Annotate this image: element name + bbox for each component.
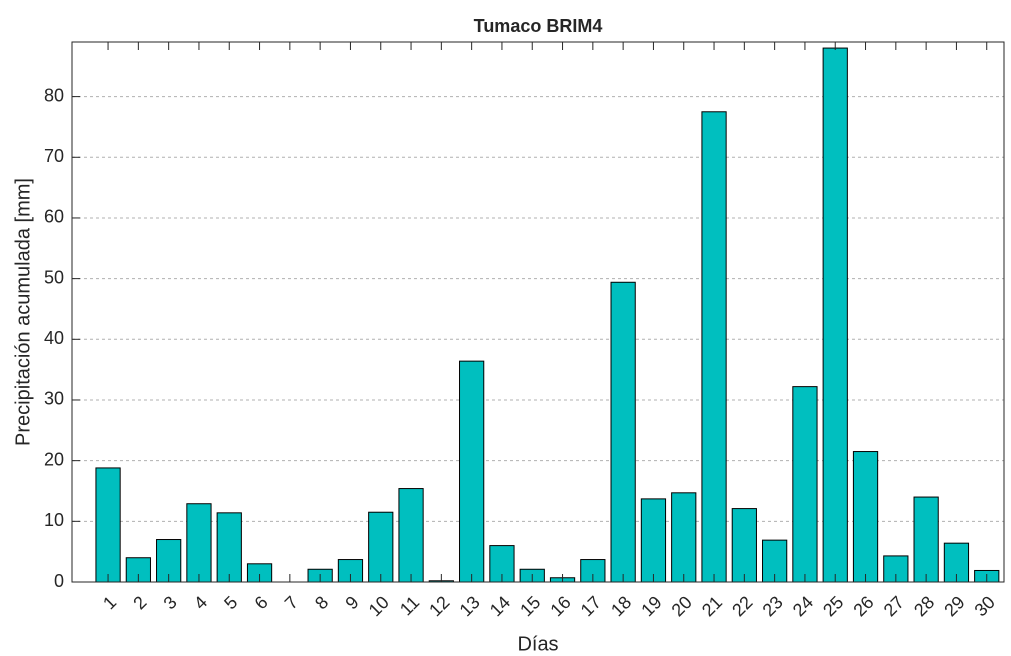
x-tick-label: 11 [396,592,423,619]
x-tick-label: 13 [456,592,484,620]
x-tick-label: 30 [971,592,999,620]
y-tick-label: 20 [44,449,64,469]
chart-title: Tumaco BRIM4 [474,16,603,36]
x-tick-label: 9 [341,592,362,613]
x-tick-label: 27 [880,592,908,620]
bar [186,503,212,583]
y-tick-label: 30 [44,389,64,409]
x-tick-label: 12 [425,592,453,620]
x-tick-label: 24 [789,592,817,620]
x-tick-label: 29 [940,592,968,620]
bar [610,281,636,583]
x-tick-label: 21 [698,592,726,620]
bar [368,511,394,583]
bar [701,111,727,583]
bar [640,498,667,583]
y-tick-label: 80 [44,85,64,105]
bar [852,451,879,583]
y-axis-label: Precipitación acumulada [mm] [12,178,34,446]
x-tick-label: 23 [759,592,787,620]
x-tick-label: 7 [281,592,302,613]
bar [216,512,242,583]
bar [731,508,757,583]
y-tick-label: 50 [44,267,64,287]
x-axis-label: Días [517,633,558,655]
x-tick-label: 26 [849,592,877,620]
bar [95,467,121,583]
y-tick-label: 0 [54,571,64,591]
x-tick-label: 8 [311,592,332,613]
bar [459,360,485,583]
x-tick-label: 4 [190,592,211,613]
bar [822,47,848,583]
bar [398,488,424,583]
x-tick-label: 2 [129,592,150,613]
x-tick-label: 17 [577,592,605,620]
plot-frame [71,41,1005,583]
y-tick-label: 10 [44,510,64,530]
bar [913,496,939,583]
x-tick-label: 15 [516,592,544,620]
y-tick-label: 60 [44,207,64,227]
x-tick-label: 19 [637,592,665,620]
x-tick-label: 18 [607,592,635,620]
y-tick-label: 40 [44,328,64,348]
x-tick-label: 20 [668,592,696,620]
x-tick-label: 3 [160,592,181,613]
x-tick-label: 1 [99,592,120,613]
x-tick-label: 28 [910,592,938,620]
x-tick-label: 5 [220,592,241,613]
x-tick-label: 6 [251,592,272,613]
x-tick-label: 10 [365,592,393,620]
bar [671,492,697,583]
x-tick-label: 22 [728,592,756,620]
x-tick-label: 14 [486,592,514,620]
y-tick-label: 70 [44,146,64,166]
bar [792,386,818,583]
x-tick-label: 16 [546,592,574,620]
x-tick-label: 25 [819,592,847,620]
